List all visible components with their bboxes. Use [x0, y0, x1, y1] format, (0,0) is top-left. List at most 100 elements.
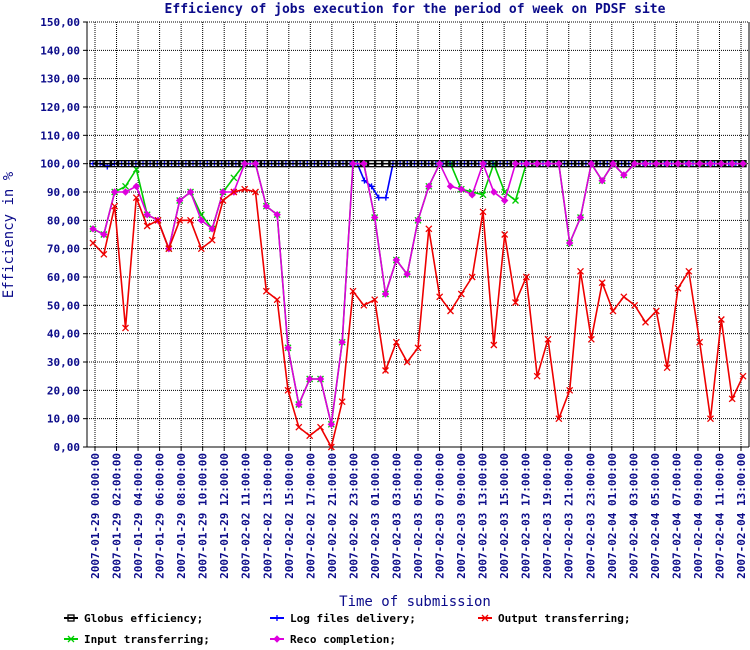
- data-point: [89, 239, 97, 247]
- data-point: [327, 420, 336, 429]
- x-tick-label: 2007-02-03 05:00:00: [412, 453, 425, 579]
- data-point: [425, 182, 433, 191]
- y-tick-label: 20,00: [47, 384, 80, 397]
- y-tick-label: 10,00: [47, 413, 80, 426]
- data-point: [230, 174, 238, 182]
- data-point: [160, 160, 169, 168]
- data-point: [631, 301, 639, 309]
- data-point: [396, 160, 404, 168]
- data-point: [685, 159, 693, 168]
- data-point: [598, 176, 606, 185]
- data-point: [663, 364, 671, 372]
- data-point: [305, 375, 314, 383]
- data-point: [490, 188, 498, 196]
- x-tick-label: 2007-02-02 17:00:00: [304, 453, 317, 579]
- data-point: [371, 296, 379, 304]
- data-point: [512, 299, 519, 306]
- data-point: [511, 159, 520, 168]
- data-point: [609, 159, 617, 168]
- legend-item: Log files delivery;: [270, 612, 416, 625]
- data-point: [217, 160, 226, 168]
- data-point: [500, 196, 509, 205]
- y-tick-label: 90,00: [47, 186, 80, 199]
- data-point: [674, 159, 682, 168]
- data-point: [652, 159, 661, 168]
- data-point: [252, 188, 259, 196]
- data-point: [717, 159, 726, 168]
- data-point: [417, 160, 426, 168]
- data-point: [368, 183, 375, 190]
- x-tick-label: 2007-01-29 08:00:00: [175, 453, 188, 579]
- data-point: [196, 160, 204, 168]
- data-point: [617, 160, 626, 168]
- data-point: [132, 160, 140, 168]
- data-point: [316, 375, 325, 383]
- data-point: [100, 250, 108, 258]
- data-point: [203, 160, 211, 168]
- data-point: [175, 196, 184, 205]
- data-point: [707, 415, 714, 423]
- data-point: [251, 159, 260, 168]
- data-point: [110, 188, 119, 196]
- y-axis-title: Efficiency in %: [1, 171, 17, 298]
- series-3: [89, 185, 747, 451]
- data-point: [143, 222, 151, 230]
- data-point: [403, 270, 411, 278]
- data-point: [436, 293, 444, 301]
- data-point: [146, 160, 154, 168]
- legend-marker: [481, 614, 489, 622]
- data-point: [414, 216, 422, 225]
- data-point: [490, 341, 498, 349]
- x-tick-label: 2007-01-29 12:00:00: [218, 453, 231, 579]
- data-point: [512, 197, 519, 204]
- data-point: [360, 159, 368, 168]
- data-point: [296, 160, 304, 168]
- data-point: [544, 335, 552, 343]
- series-5: [89, 159, 747, 429]
- data-point: [696, 338, 704, 346]
- data-point: [565, 239, 574, 247]
- data-point: [208, 225, 216, 233]
- data-point: [310, 160, 319, 168]
- x-tick-label: 2007-02-04 09:00:00: [692, 453, 705, 579]
- data-point: [327, 443, 335, 451]
- x-tick-label: 2007-02-03 13:00:00: [477, 453, 490, 579]
- data-point: [370, 213, 379, 222]
- x-tick-label: 2007-02-03 15:00:00: [498, 453, 511, 579]
- y-tick-label: 0,00: [54, 441, 81, 454]
- x-tick-label: 2007-01-29 02:00:00: [111, 453, 124, 579]
- data-point: [596, 160, 604, 168]
- data-point: [208, 236, 216, 244]
- y-tick-label: 120,00: [40, 101, 80, 114]
- data-point: [111, 202, 119, 210]
- data-point: [96, 160, 104, 168]
- data-point: [575, 160, 583, 168]
- y-tick-labels: 0,00 10,00 20,00 30,00 40,00 50,00 60,00 70,00 8…: [40, 16, 80, 454]
- data-point: [567, 160, 576, 168]
- data-point: [381, 290, 390, 298]
- data-point: [143, 210, 151, 219]
- data-point: [139, 160, 147, 168]
- data-point: [392, 338, 400, 346]
- data-point: [642, 318, 649, 326]
- data-point: [410, 160, 419, 168]
- y-tick-label: 70,00: [47, 243, 80, 256]
- legend-item: Globus efficiency;: [64, 612, 203, 625]
- data-point: [382, 160, 390, 168]
- x-tick-label: 2007-02-04 11:00:00: [713, 453, 726, 579]
- data-point: [453, 160, 461, 168]
- data-point: [468, 273, 476, 281]
- series: [89, 159, 747, 451]
- data-point: [479, 191, 487, 199]
- data-point: [555, 159, 563, 168]
- data-point: [620, 293, 628, 301]
- data-point: [89, 160, 97, 168]
- data-point: [425, 160, 433, 168]
- data-point: [663, 159, 671, 168]
- legend-item: Reco completion;: [270, 633, 396, 646]
- x-tick-label: 2007-02-04 03:00:00: [627, 453, 640, 579]
- x-tick-label: 2007-02-03 21:00:00: [563, 453, 576, 579]
- data-point: [555, 415, 563, 423]
- data-point: [132, 182, 141, 191]
- y-tick-label: 130,00: [40, 73, 80, 86]
